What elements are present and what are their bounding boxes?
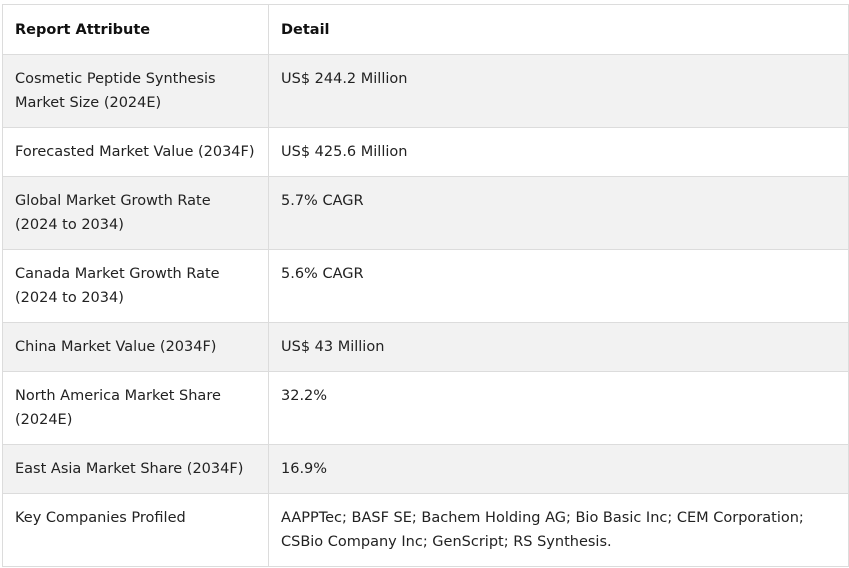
table-row: Key Companies Profiled AAPPTec; BASF SE;… [2,493,849,567]
header-report-attribute: Report Attribute [2,4,269,55]
table-row: Cosmetic Peptide Synthesis Market Size (… [2,54,849,128]
table-row: Forecasted Market Value (2034F) US$ 425.… [2,127,849,177]
row-attribute: Global Market Growth Rate (2024 to 2034) [2,176,269,250]
row-detail: AAPPTec; BASF SE; Bachem Holding AG; Bio… [268,493,849,567]
row-detail: 5.6% CAGR [268,249,849,323]
row-attribute: Cosmetic Peptide Synthesis Market Size (… [2,54,269,128]
row-attribute: Canada Market Growth Rate (2024 to 2034) [2,249,269,323]
report-attributes-table-container: Report Attribute Detail Cosmetic Peptide… [2,4,849,567]
row-detail: US$ 425.6 Million [268,127,849,177]
table-header-row: Report Attribute Detail [2,4,849,55]
row-attribute: Key Companies Profiled [2,493,269,567]
row-detail: 5.7% CAGR [268,176,849,250]
row-attribute: Forecasted Market Value (2034F) [2,127,269,177]
table-row: North America Market Share (2024E) 32.2% [2,371,849,445]
report-attributes-table: Report Attribute Detail Cosmetic Peptide… [2,4,849,567]
row-detail: 32.2% [268,371,849,445]
table-row: East Asia Market Share (2034F) 16.9% [2,444,849,494]
table-row: Global Market Growth Rate (2024 to 2034)… [2,176,849,250]
row-attribute: East Asia Market Share (2034F) [2,444,269,494]
row-attribute: North America Market Share (2024E) [2,371,269,445]
row-detail: US$ 244.2 Million [268,54,849,128]
table-row: Canada Market Growth Rate (2024 to 2034)… [2,249,849,323]
row-attribute: China Market Value (2034F) [2,322,269,372]
row-detail: US$ 43 Million [268,322,849,372]
header-detail: Detail [268,4,849,55]
row-detail: 16.9% [268,444,849,494]
table-row: China Market Value (2034F) US$ 43 Millio… [2,322,849,372]
